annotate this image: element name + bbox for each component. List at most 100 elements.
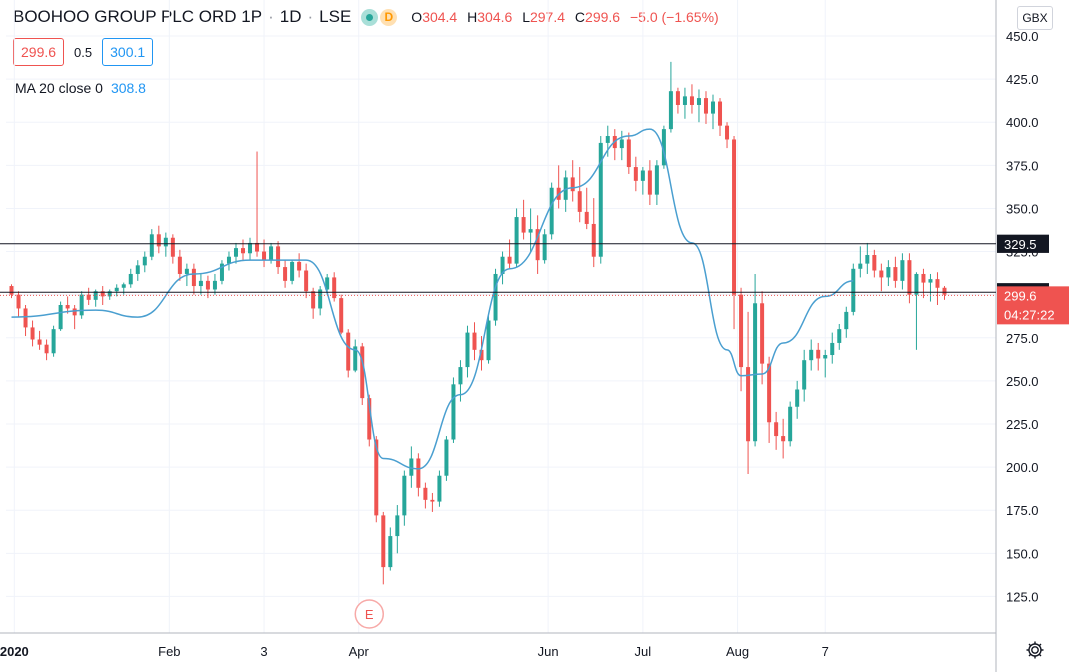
candle-body	[626, 139, 631, 168]
price-tick-label: 450.0	[1006, 29, 1039, 44]
price-tick-label: 375.0	[1006, 158, 1039, 173]
candle-body	[374, 439, 379, 516]
candle-body	[205, 280, 210, 290]
candles-layer	[9, 61, 947, 585]
candle-body	[437, 475, 442, 502]
candle-body	[332, 277, 337, 299]
candle-body	[689, 96, 694, 105]
candle-body	[682, 96, 687, 105]
price-tick-label: 175.0	[1006, 503, 1039, 518]
candle-body	[170, 237, 175, 257]
data-delay-badge[interactable]: D	[380, 8, 398, 26]
market-open-dot-icon[interactable]	[361, 8, 379, 26]
candle-body	[72, 308, 77, 316]
candle-body	[549, 187, 554, 235]
candle-body	[30, 327, 35, 340]
gear-icon[interactable]	[1025, 640, 1045, 660]
candle-body	[248, 242, 253, 254]
candle-body	[591, 223, 596, 257]
candle-body	[507, 256, 512, 264]
candle-body	[711, 101, 715, 114]
separator-dot: ·	[307, 7, 314, 26]
time-tick-label: Aug	[726, 644, 749, 659]
candle-body	[914, 273, 919, 295]
candle-body	[283, 267, 288, 281]
low-value: 297.4	[529, 9, 566, 25]
candle-body	[935, 279, 940, 288]
time-tick-label: Feb	[158, 644, 180, 659]
candle-body	[851, 268, 856, 312]
candle-body	[107, 291, 112, 297]
candle-body	[142, 256, 147, 266]
events-layer: E	[354, 599, 385, 629]
price-tick-label: 250.0	[1006, 374, 1039, 389]
candle-body	[774, 422, 779, 437]
candle-body	[514, 217, 519, 264]
candle-body	[219, 263, 224, 281]
candle-body	[500, 256, 505, 274]
symbol-name[interactable]: BOOHOO GROUP PLC ORD 1P	[13, 7, 263, 26]
indicator-legend[interactable]: MA 20 close 0 308.8	[15, 80, 146, 96]
candle-body	[451, 384, 456, 440]
candle-body	[739, 294, 744, 368]
candle-body	[416, 458, 421, 488]
candle-body	[58, 305, 63, 330]
candle-body	[353, 346, 358, 371]
candle-body	[521, 217, 526, 233]
candle-body	[304, 270, 309, 292]
ohlc-values: O304.4 H304.6 L297.4 C299.6 −5.0 (−1.65%…	[411, 9, 724, 25]
candle-body	[339, 298, 344, 333]
candle-body	[900, 260, 905, 281]
candle-body	[381, 515, 386, 568]
candle-body	[100, 291, 105, 297]
indicator-label: MA 20 close 0	[15, 80, 103, 96]
spread-value: 0.5	[74, 44, 93, 60]
candle-body	[444, 439, 449, 476]
candle-body	[718, 101, 723, 126]
horizontal-levels-layer	[0, 243, 996, 296]
candle-body	[942, 287, 947, 295]
candle-body	[346, 332, 351, 371]
candle-body	[262, 251, 267, 261]
candle-body	[921, 273, 926, 283]
candle-body	[423, 487, 428, 500]
candle-body	[44, 344, 49, 354]
candle-body	[86, 294, 91, 300]
candle-body	[255, 242, 260, 252]
candle-body	[472, 332, 477, 350]
separator-dot: ·	[268, 7, 274, 26]
candle-body	[318, 289, 323, 309]
candle-body	[865, 254, 870, 264]
candle-body	[121, 284, 126, 288]
candle-body	[493, 273, 498, 321]
time-tick-label: Jul	[635, 644, 652, 659]
candle-body	[753, 303, 758, 442]
buy-price-button[interactable]: 300.1	[102, 38, 154, 66]
candle-body	[830, 342, 835, 356]
earnings-event-marker	[354, 599, 385, 629]
high-value: 304.6	[477, 9, 513, 25]
sell-price-button[interactable]: 299.6	[13, 38, 65, 66]
price-tick-label: 225.0	[1006, 417, 1039, 432]
candle-body	[198, 280, 203, 287]
candle-body	[241, 248, 245, 254]
candle-body	[837, 329, 842, 343]
candle-body	[886, 267, 891, 278]
price-tick-label: 350.0	[1006, 201, 1039, 216]
last-price-label: 299.6	[1004, 288, 1037, 303]
close-value: 299.6	[585, 9, 621, 25]
level-price-tag	[997, 234, 1049, 253]
interval-label[interactable]: 1D	[279, 7, 302, 26]
candle-body	[156, 234, 161, 247]
candle-body	[9, 286, 14, 295]
candle-body	[844, 311, 849, 330]
candle-body	[114, 287, 119, 292]
candle-body	[528, 229, 533, 233]
candle-body	[535, 229, 540, 261]
candle-body	[858, 263, 863, 269]
price-tick-label: 275.0	[1006, 331, 1039, 346]
candle-body	[802, 360, 807, 390]
time-axis: 2020 Feb 3 Apr Jun Jul Aug 7	[0, 644, 829, 659]
currency-button[interactable]: GBX	[1017, 6, 1053, 30]
